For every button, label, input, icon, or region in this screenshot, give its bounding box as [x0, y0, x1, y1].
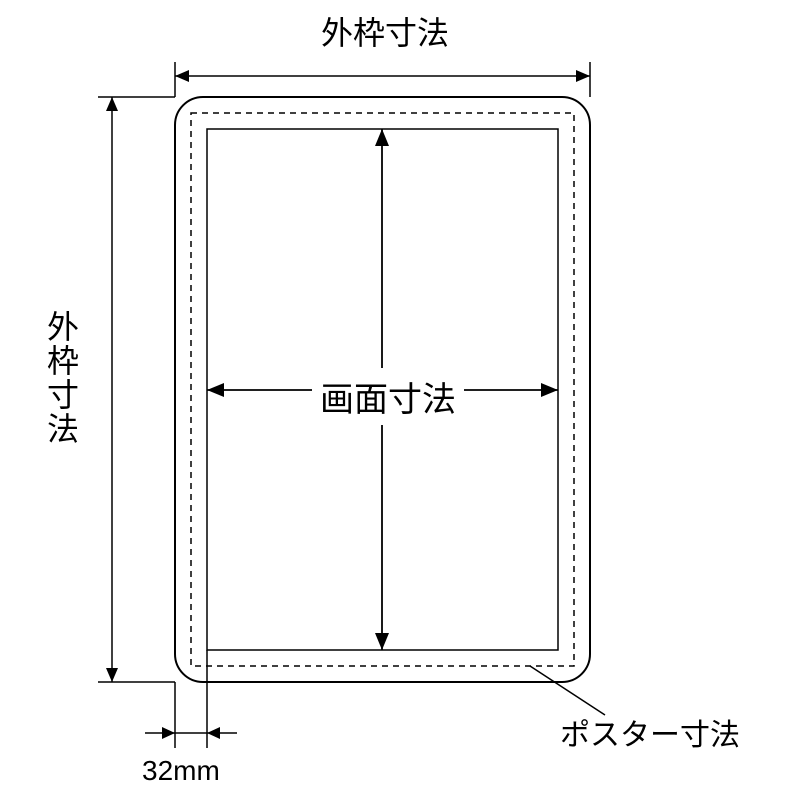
center-v-arrow-bottom	[375, 633, 389, 650]
poster-label: ポスター寸法	[560, 710, 740, 754]
bot-arrow-left	[162, 727, 175, 739]
left-arrow-top	[106, 97, 118, 111]
dimension-diagram: 外枠寸法 外枠寸法 画面寸法 ポスター寸法 32mm	[0, 0, 800, 800]
left-outer-label: 外枠寸法	[38, 310, 84, 446]
poster-leader	[530, 666, 605, 715]
top-outer-label: 外枠寸法	[300, 8, 470, 54]
frame-width-label: 32mm	[142, 755, 220, 787]
center-v-arrow-top	[375, 129, 389, 146]
center-screen-label: 画面寸法	[312, 368, 464, 425]
center-h-arrow-right	[541, 383, 558, 397]
left-arrow-bottom	[106, 668, 118, 682]
bot-arrow-right	[207, 727, 220, 739]
center-h-arrow-left	[207, 383, 224, 397]
top-arrow-left	[175, 70, 189, 82]
top-arrow-right	[576, 70, 590, 82]
